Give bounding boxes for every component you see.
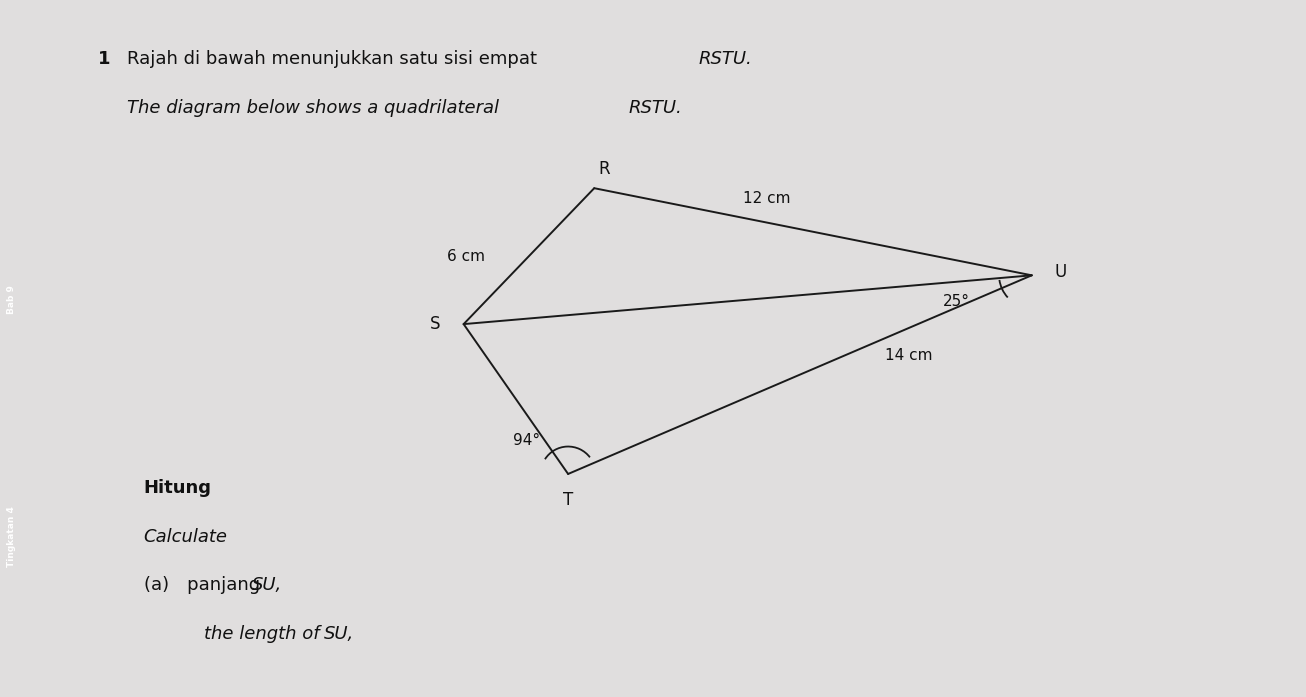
- Text: The diagram below shows a quadrilateral: The diagram below shows a quadrilateral: [127, 99, 504, 117]
- Text: Hitung: Hitung: [144, 479, 212, 497]
- Text: T: T: [563, 491, 573, 510]
- Text: 94°: 94°: [513, 433, 539, 448]
- Text: SU,: SU,: [252, 576, 282, 595]
- Text: 14 cm: 14 cm: [885, 348, 932, 362]
- Text: Calculate: Calculate: [144, 528, 227, 546]
- Text: 25°: 25°: [943, 294, 969, 309]
- Text: S: S: [430, 315, 440, 333]
- Text: (a) panjang: (a) panjang: [144, 576, 265, 595]
- Text: SU,: SU,: [324, 625, 354, 643]
- Text: RSTU.: RSTU.: [699, 50, 752, 68]
- Text: U: U: [1054, 263, 1067, 281]
- Text: RSTU.: RSTU.: [628, 99, 682, 117]
- Text: R: R: [599, 160, 610, 178]
- Text: 12 cm: 12 cm: [743, 192, 790, 206]
- Text: Bab 9: Bab 9: [8, 285, 16, 314]
- Text: Rajah di bawah menunjukkan satu sisi empat: Rajah di bawah menunjukkan satu sisi emp…: [127, 50, 542, 68]
- Text: the length of: the length of: [150, 625, 325, 643]
- Text: Tingkatan 4: Tingkatan 4: [8, 506, 16, 567]
- Text: 6 cm: 6 cm: [447, 249, 486, 263]
- Text: 1: 1: [98, 50, 111, 68]
